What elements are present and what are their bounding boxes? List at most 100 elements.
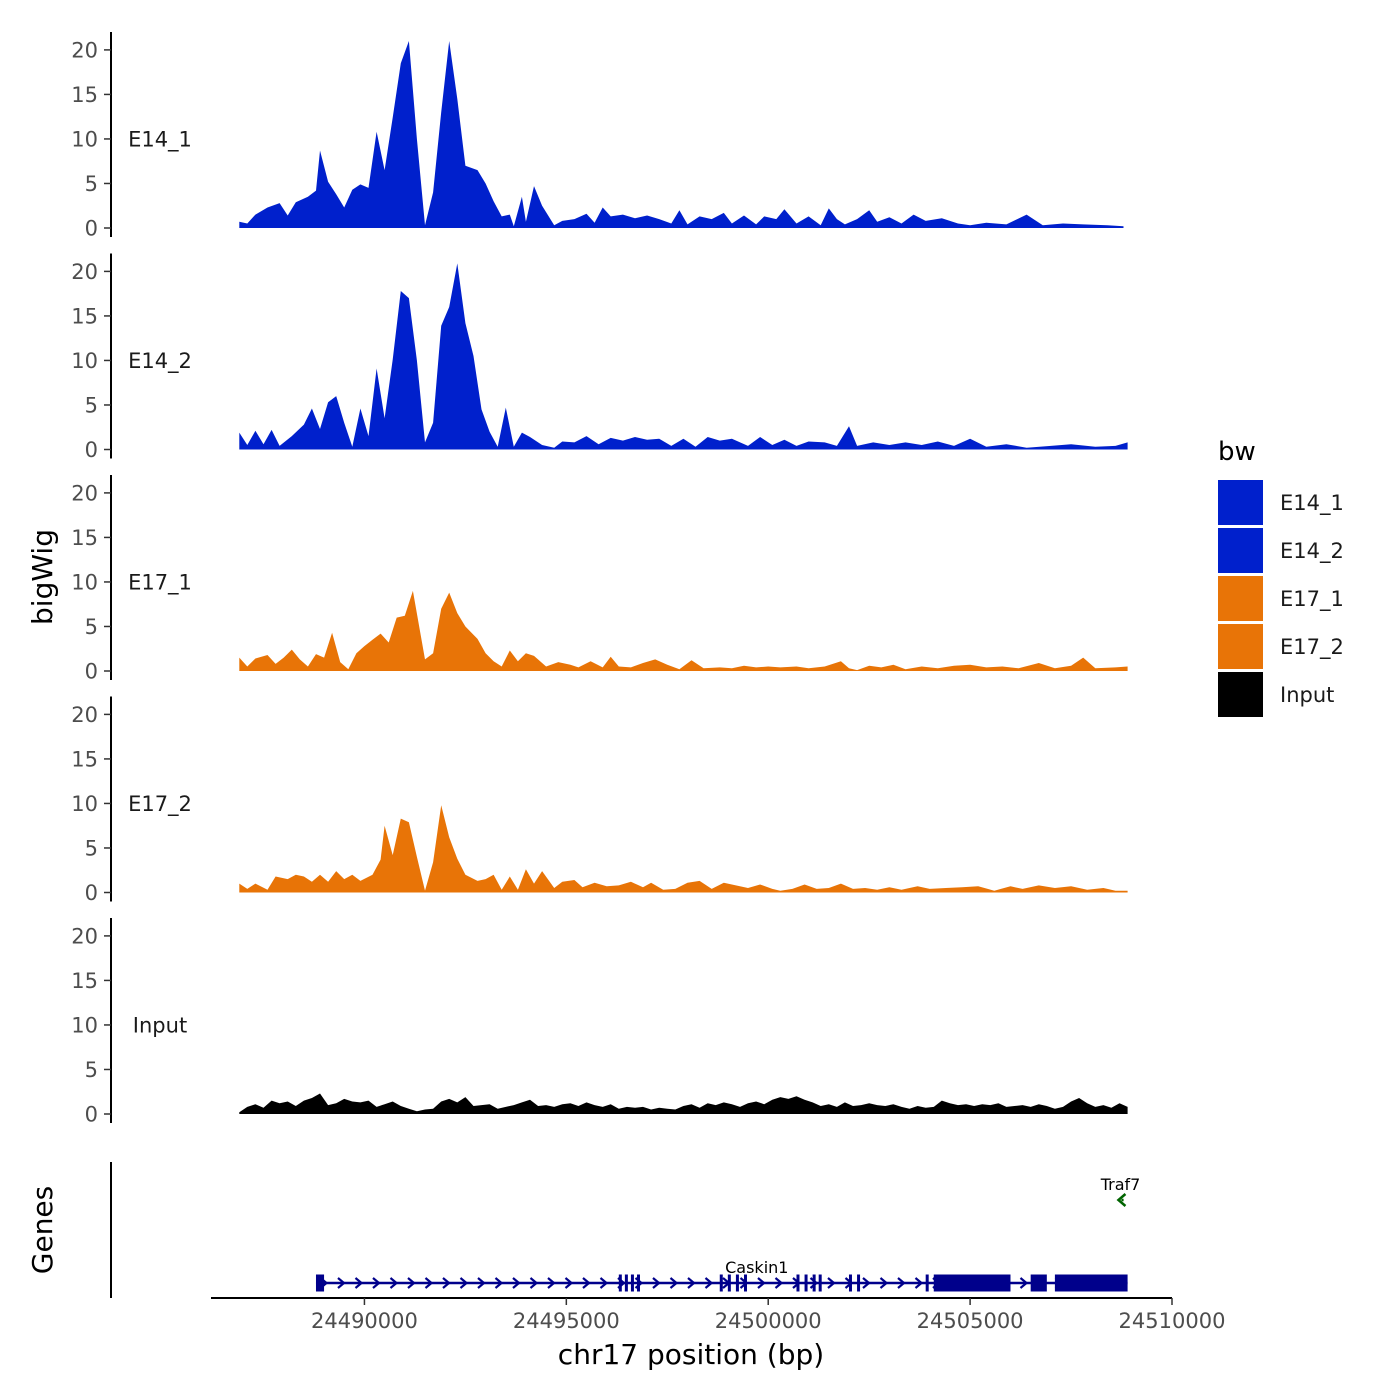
y-tick-label: 0: [85, 1103, 98, 1127]
gene-exon: [636, 1274, 640, 1292]
y-tick-label: 5: [85, 836, 98, 860]
strand-arrow: [809, 1277, 819, 1289]
gene-exon: [315, 1274, 325, 1292]
strand-arrow: [1116, 1193, 1127, 1207]
legend-label: E17_1: [1280, 587, 1344, 612]
legend-swatch-Input: [1218, 672, 1263, 717]
y-tick-label: 5: [85, 172, 98, 196]
y-tick-label: 10: [71, 349, 98, 373]
x-tick-label: 24500000: [715, 1309, 822, 1333]
legend-label: E14_2: [1280, 539, 1344, 564]
strand-arrow: [354, 1277, 364, 1289]
strand-arrow: [547, 1277, 556, 1289]
gene-label: Traf7: [1100, 1175, 1141, 1194]
coverage-area-E14_1: [239, 41, 1124, 228]
strand-arrow: [757, 1277, 766, 1289]
gene-exon: [1054, 1274, 1128, 1292]
track-Input: 0 5 10 15 20 Input: [71, 918, 1128, 1127]
gene-exon: [727, 1274, 731, 1292]
strand-arrow: [424, 1277, 434, 1289]
strand-arrow: [494, 1277, 504, 1289]
genes-axis-title: Genes: [26, 1186, 59, 1274]
coverage-area-E17_1: [239, 590, 1128, 671]
strand-arrow: [897, 1277, 906, 1289]
x-tick-label: 24505000: [917, 1309, 1024, 1333]
gene-exon: [818, 1274, 822, 1292]
gene-exon: [618, 1274, 622, 1292]
gene-glyphs: Caskin1 Traf7: [315, 1175, 1141, 1292]
y-tick-label: 5: [85, 1058, 98, 1082]
legend: bw E14_1 E14_2 E17_1 E17_2 Input: [1218, 437, 1344, 717]
x-axis: 24490000 24495000 24500000 24505000 24510000: [211, 1297, 1226, 1333]
gene-Caskin1: Caskin1: [315, 1258, 1128, 1292]
strand-arrow: [914, 1277, 924, 1289]
track-label: E14_2: [128, 349, 192, 374]
y-tick-label: 15: [71, 969, 98, 993]
strand-arrow: [1019, 1277, 1029, 1289]
strand-arrow: [529, 1277, 539, 1289]
gene-label: Caskin1: [725, 1258, 788, 1277]
y-tick-label: 0: [85, 217, 98, 241]
coverage-area-Input: [239, 1093, 1128, 1114]
strand-arrow: [862, 1277, 871, 1289]
gene-exon: [735, 1274, 739, 1292]
y-tick-label: 0: [85, 438, 98, 462]
strand-arrow: [827, 1277, 836, 1289]
coverage-tracks: 0 5 10 15 20 E14_1 0 5 10 15 20 E14_2 0 5 10 15 20 E17_1 0…: [71, 32, 1128, 1127]
track-label: E14_1: [128, 127, 192, 152]
y-tick-label: 20: [71, 924, 98, 948]
y-tick-label: 5: [85, 393, 98, 417]
gene-exon: [804, 1274, 808, 1292]
x-tick-label: 24495000: [513, 1309, 620, 1333]
y-tick-label: 10: [71, 1013, 98, 1037]
track-label: E17_1: [128, 570, 192, 595]
y-tick-label: 15: [71, 526, 98, 550]
y-tick-label: 0: [85, 660, 98, 684]
y-tick-label: 20: [71, 481, 98, 505]
track-E17_2: 0 5 10 15 20 E17_2: [71, 696, 1128, 905]
strand-arrow: [512, 1277, 521, 1289]
gene-exon: [630, 1274, 634, 1292]
gene-exon: [812, 1274, 816, 1292]
legend-swatch-E14_2: [1218, 528, 1263, 573]
y-tick-label: 20: [71, 38, 98, 62]
y-tick-label: 15: [71, 747, 98, 771]
y-tick-label: 15: [71, 83, 98, 107]
gene-exon: [848, 1274, 852, 1292]
gene-exon: [933, 1274, 1011, 1292]
gene-exon: [719, 1274, 723, 1292]
strand-arrow: [687, 1277, 696, 1289]
coverage-area-E17_2: [239, 805, 1128, 893]
track-E14_2: 0 5 10 15 20 E14_2: [71, 253, 1128, 462]
strand-arrow: [669, 1277, 679, 1289]
genes-panel: Caskin1 Traf7: [110, 1162, 1141, 1298]
y-tick-label: 10: [71, 127, 98, 151]
strand-arrow: [372, 1277, 381, 1289]
legend-swatch-E14_1: [1218, 480, 1263, 525]
strand-arrow: [442, 1277, 451, 1289]
y-tick-label: 10: [71, 792, 98, 816]
y-tick-label: 20: [71, 703, 98, 727]
y-tick-label: 0: [85, 881, 98, 905]
gene-exon: [1030, 1274, 1047, 1292]
x-tick-label: 24490000: [311, 1309, 418, 1333]
legend-label: E17_2: [1280, 635, 1344, 660]
track-E17_1: 0 5 10 15 20 E17_1: [71, 475, 1128, 684]
gene-exon: [743, 1274, 747, 1292]
gene-Traf7: Traf7: [1100, 1175, 1141, 1207]
gene-exon: [925, 1274, 929, 1292]
y-tick-label: 10: [71, 570, 98, 594]
strand-arrow: [599, 1277, 609, 1289]
legend-swatch-E17_1: [1218, 576, 1263, 621]
strand-arrow: [564, 1277, 574, 1289]
legend-swatch-E17_2: [1218, 624, 1263, 669]
track-label: E17_2: [128, 792, 192, 817]
strand-arrow: [582, 1277, 591, 1289]
y-tick-label: 20: [71, 260, 98, 284]
strand-arrow: [337, 1277, 346, 1289]
strand-arrow: [774, 1277, 784, 1289]
strand-arrow: [389, 1277, 399, 1289]
x-tick-label: 24510000: [1119, 1309, 1226, 1333]
strand-arrow: [704, 1277, 714, 1289]
strand-arrow: [477, 1277, 486, 1289]
